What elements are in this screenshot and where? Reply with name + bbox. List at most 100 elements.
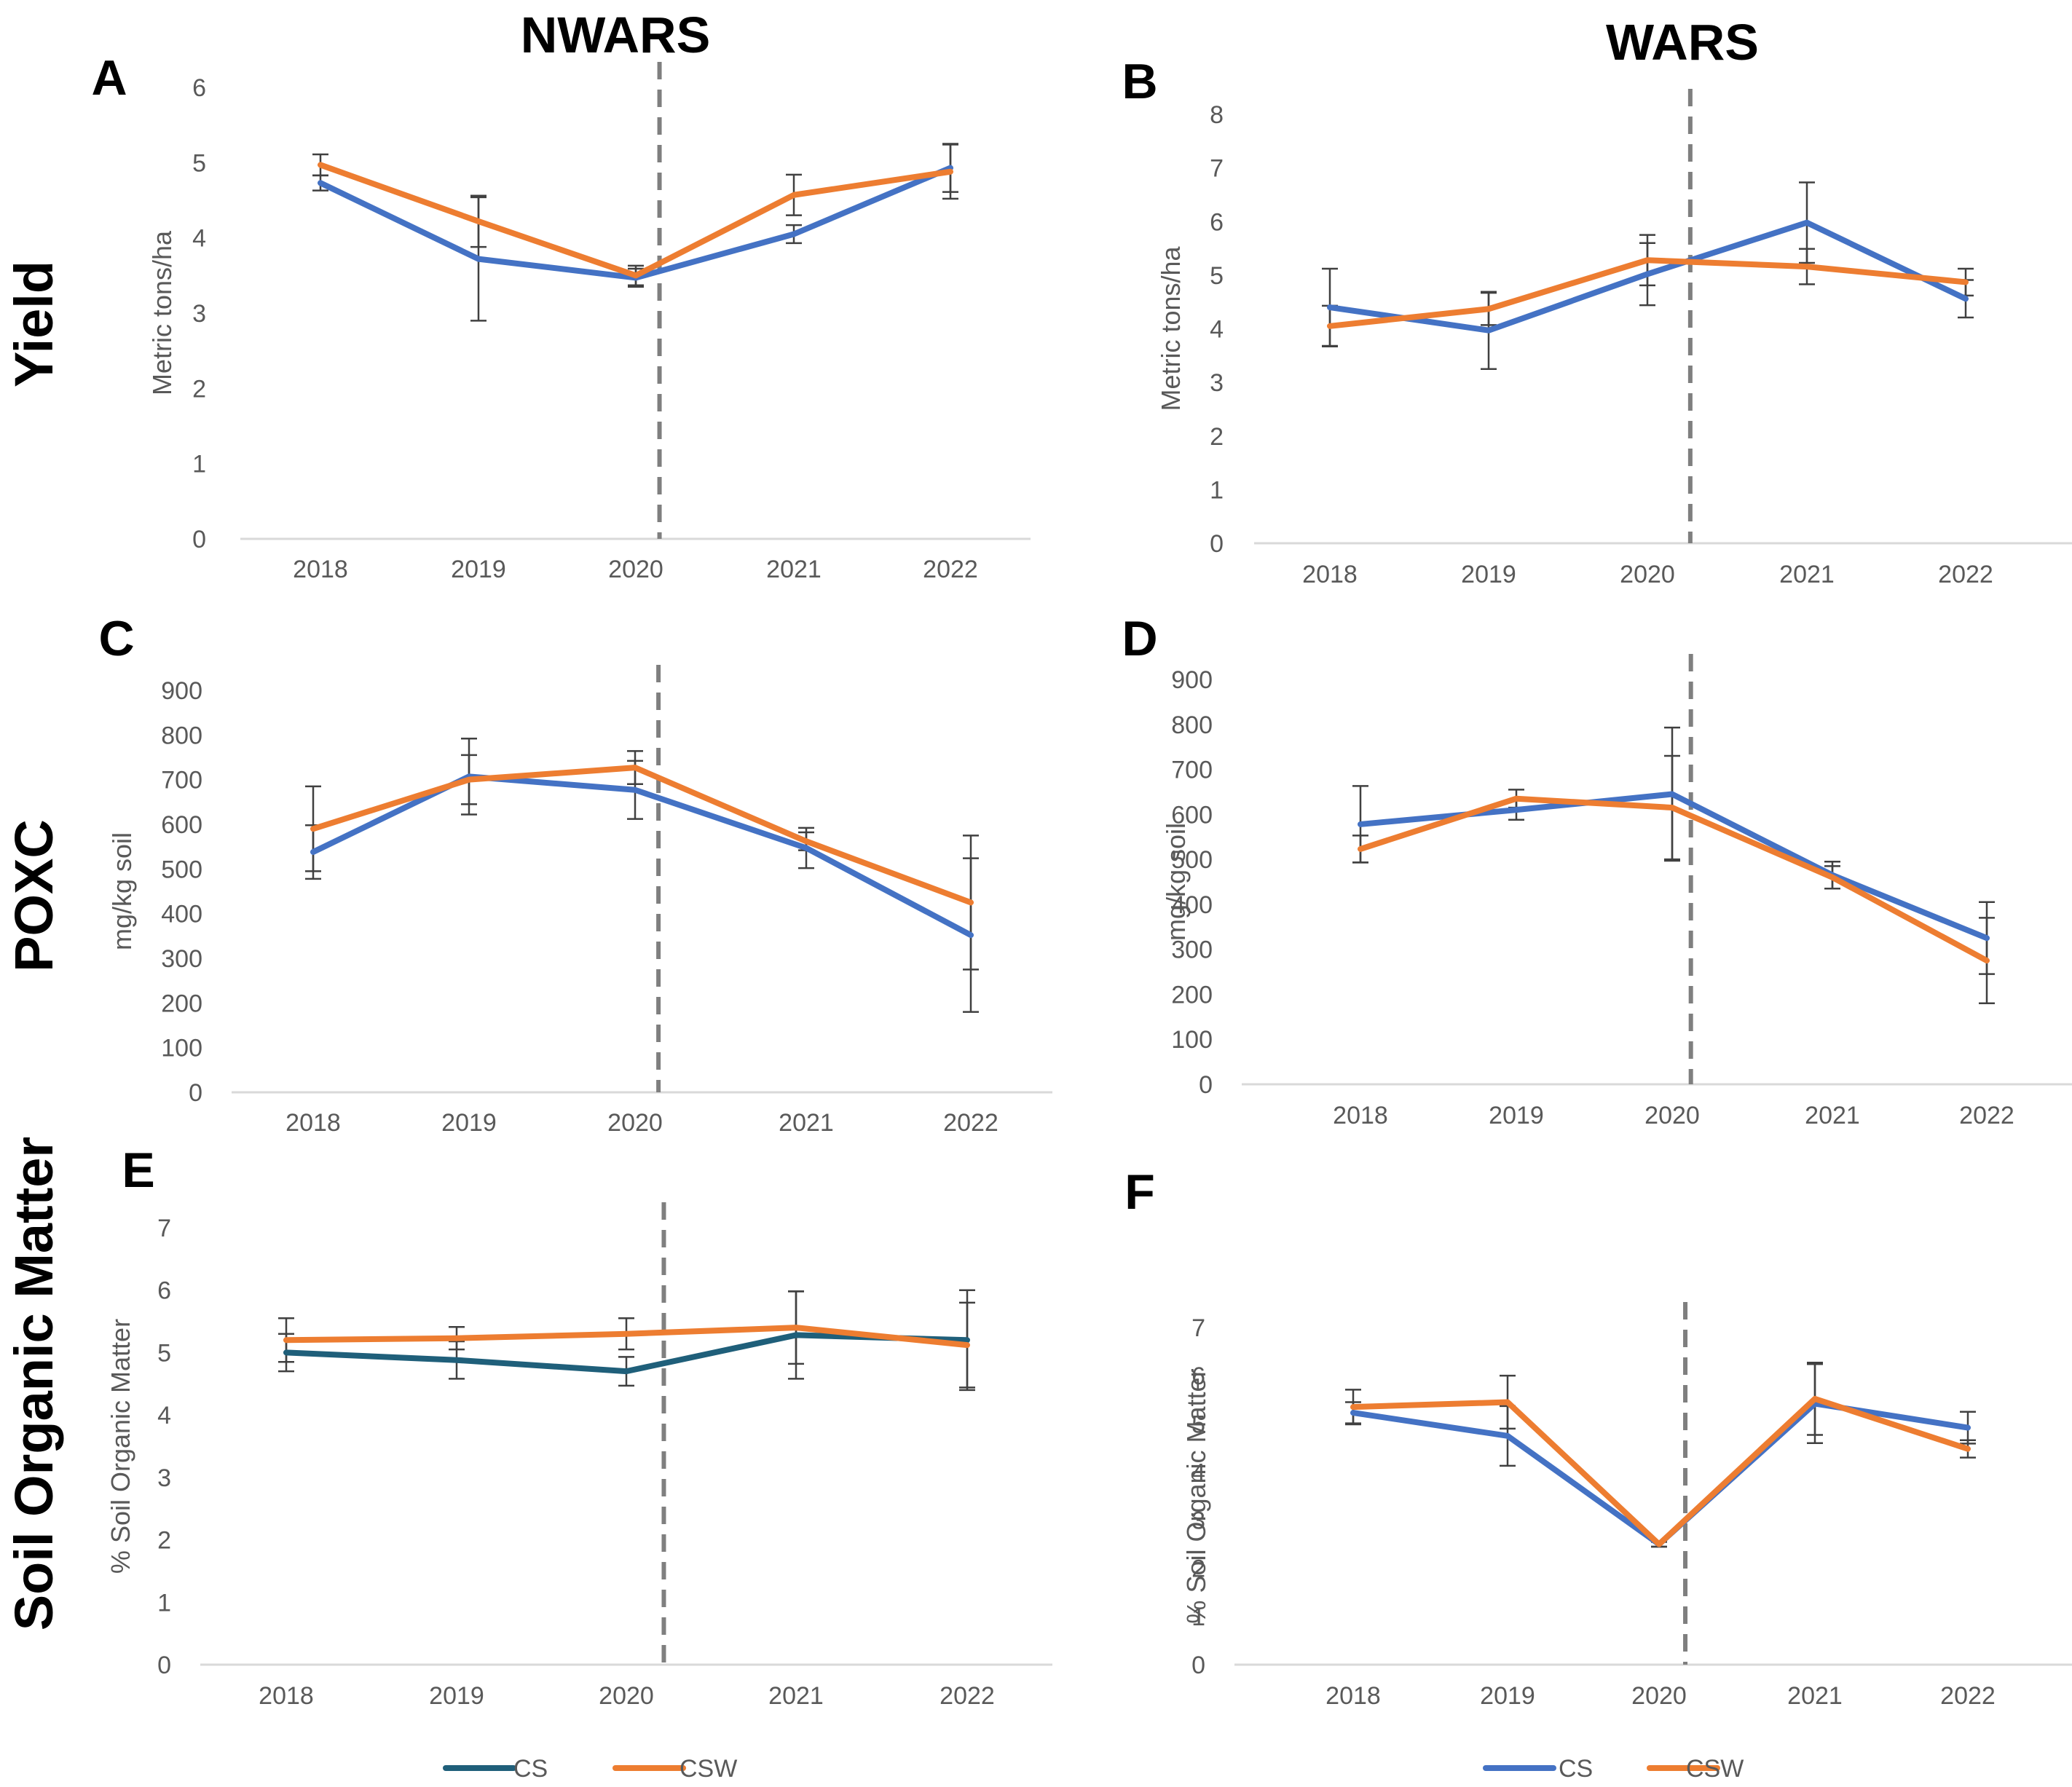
y-tick-label: 800 xyxy=(161,722,202,749)
y-axis-title: Metric tons/ha xyxy=(1156,245,1186,411)
y-axis-title: Metric tons/ha xyxy=(147,230,177,395)
y-tick-label: 2 xyxy=(192,375,206,403)
y-tick-label: 6 xyxy=(157,1277,171,1305)
legend-2: CS CSW xyxy=(1483,1755,1744,1783)
y-tick-label: 400 xyxy=(161,901,202,928)
x-tick-label: 2018 xyxy=(285,1109,341,1137)
y-tick-label: 3 xyxy=(1191,1507,1205,1535)
chart-panel-a: A 0 1 2 3 4 5 6 Metric tons/ha 2018 2019 2020 2021 20… xyxy=(91,50,1031,583)
x-tick-label: 2019 xyxy=(1461,561,1516,588)
legend-1: CS CSW xyxy=(443,1755,737,1783)
legend-item-csw: CSW xyxy=(612,1755,737,1783)
y-tick-label: 4 xyxy=(1191,1459,1205,1486)
y-tick-label: 0 xyxy=(189,1079,202,1107)
y-tick-label: 6 xyxy=(192,74,206,102)
x-tick-label: 2021 xyxy=(1779,561,1835,588)
y-tick-label: 5 xyxy=(1210,262,1224,290)
y-tick-label: 4 xyxy=(157,1402,171,1429)
x-tick-label: 2021 xyxy=(1805,1102,1860,1129)
x-tick-label: 2020 xyxy=(1631,1682,1687,1710)
y-axis-title: mg/kg soil xyxy=(107,832,137,950)
row-titles: Yield POXC Soil Organic Matter xyxy=(4,261,64,1630)
y-tick-label: 0 xyxy=(1199,1071,1213,1099)
y-tick-label: 200 xyxy=(161,990,202,1017)
x-tick-label: 2022 xyxy=(1938,561,1993,588)
y-tick-label: 2 xyxy=(1210,423,1224,451)
x-tick-label: 2018 xyxy=(293,556,348,583)
panel-label: D xyxy=(1122,611,1157,666)
y-tick-label: 3 xyxy=(192,300,206,328)
x-tick-label: 2021 xyxy=(766,556,822,583)
row-title-poxc: POXC xyxy=(4,819,64,972)
legends: CS CSW CS CSW xyxy=(443,1755,1744,1783)
panel-label: C xyxy=(98,611,134,666)
x-tick-label: 2022 xyxy=(923,556,978,583)
x-tick-label: 2022 xyxy=(943,1109,998,1137)
series-line-cs xyxy=(1327,219,1969,334)
y-tick-label: 7 xyxy=(1191,1314,1205,1342)
chart-panel-c: C 0 100 200 300 400 500 600 700 800 900 mg/kg soil 2… xyxy=(98,611,1052,1137)
y-tick-label: 0 xyxy=(1191,1652,1205,1679)
x-tick-label: 2020 xyxy=(1644,1102,1700,1129)
y-axis-title: % Soil Organic Matter xyxy=(106,1319,135,1574)
y-tick-label: 0 xyxy=(192,526,206,553)
x-tick-label: 2020 xyxy=(608,556,663,583)
x-tick-label: 2018 xyxy=(1325,1682,1381,1710)
series-line-cs xyxy=(1350,1400,1971,1547)
x-tick-label: 2019 xyxy=(451,556,506,583)
y-tick-label: 1 xyxy=(192,451,206,478)
y-tick-label: 6 xyxy=(1191,1362,1205,1390)
series-line-csw xyxy=(318,162,953,279)
legend-label: CS xyxy=(1559,1755,1593,1783)
x-tick-label: 2018 xyxy=(259,1682,314,1710)
chart-panel-e: E 0 1 2 3 4 5 6 7 % Soil Organic Matter 2018 2019 20… xyxy=(106,1143,1052,1710)
series-line-csw xyxy=(1350,1395,1971,1547)
y-tick-label: 700 xyxy=(1171,757,1213,784)
panel-label: E xyxy=(122,1143,154,1198)
y-tick-label: 200 xyxy=(1171,981,1213,1009)
y-tick-label: 700 xyxy=(161,767,202,794)
y-tick-label: 100 xyxy=(1171,1026,1213,1054)
series-line-csw xyxy=(283,1325,970,1349)
x-tick-label: 2022 xyxy=(940,1682,995,1710)
y-tick-label: 1 xyxy=(157,1589,171,1617)
y-tick-label: 7 xyxy=(1210,155,1224,183)
y-tick-label: 600 xyxy=(161,811,202,839)
chart-panel-d: D 0 100 200 300 400 500 600 700 800 900 mg/kg soil 2… xyxy=(1122,611,2072,1129)
x-tick-label: 2020 xyxy=(607,1109,663,1137)
y-tick-label: 6 xyxy=(1210,208,1224,236)
y-tick-label: 8 xyxy=(1210,101,1224,129)
series-line-cs xyxy=(283,1332,970,1375)
y-tick-label: 2 xyxy=(157,1527,171,1555)
panel-label: B xyxy=(1122,54,1157,109)
x-tick-label: 2021 xyxy=(1787,1682,1843,1710)
row-title-yield: Yield xyxy=(4,261,64,387)
chart-panel-f: F 0 1 2 3 4 5 6 7 % Soil Organic Matter 2018 2019 20… xyxy=(1124,1164,2072,1710)
y-tick-label: 7 xyxy=(157,1215,171,1242)
y-tick-label: 900 xyxy=(1171,666,1213,694)
y-tick-label: 3 xyxy=(1210,369,1224,397)
legend-item-csw: CSW xyxy=(1647,1755,1744,1783)
y-tick-label: 400 xyxy=(1171,891,1213,919)
y-tick-label: 0 xyxy=(1210,530,1224,558)
series-line-csw xyxy=(310,765,974,906)
legend-label: CSW xyxy=(1686,1755,1744,1783)
y-tick-label: 5 xyxy=(192,149,206,177)
x-tick-label: 2019 xyxy=(1480,1682,1535,1710)
legend-item-cs: CS xyxy=(1483,1755,1593,1783)
legend-label: CS xyxy=(513,1755,548,1783)
x-tick-label: 2019 xyxy=(429,1682,484,1710)
y-tick-label: 800 xyxy=(1171,711,1213,739)
x-tick-label: 2018 xyxy=(1302,561,1358,588)
y-tick-label: 300 xyxy=(161,945,202,973)
y-tick-label: 4 xyxy=(1210,316,1224,344)
row-title-soil-organic-matter: Soil Organic Matter xyxy=(4,1137,64,1630)
x-tick-label: 2020 xyxy=(599,1682,654,1710)
y-tick-label: 3 xyxy=(157,1464,171,1492)
y-tick-label: 1 xyxy=(1210,476,1224,504)
x-tick-label: 2021 xyxy=(779,1109,834,1137)
column-title-wars: WARS xyxy=(1606,14,1759,71)
series-line-csw xyxy=(1358,795,1990,964)
y-tick-label: 300 xyxy=(1171,936,1213,964)
y-tick-label: 5 xyxy=(1191,1411,1205,1438)
